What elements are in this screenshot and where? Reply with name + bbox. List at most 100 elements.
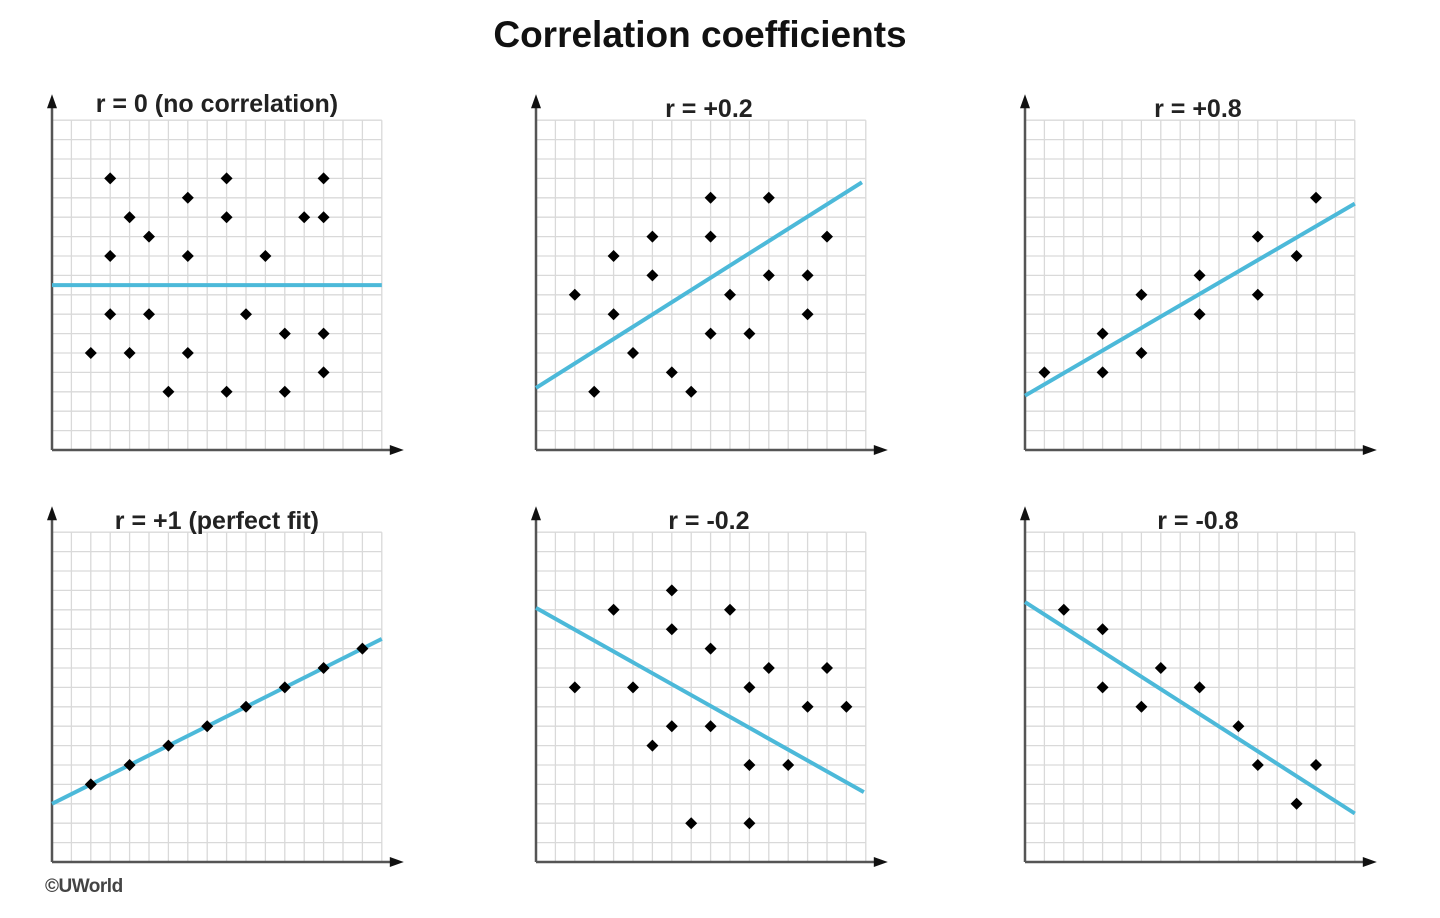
data-point [143,308,155,321]
data-point [317,211,330,224]
data-point [607,603,620,616]
data-point [220,211,233,224]
data-point [665,584,678,597]
data-point [821,662,833,674]
data-point [704,720,717,733]
x-axis-arrow [389,445,404,455]
panel-title: r = +1 (perfect fit) [115,507,319,535]
panel-title: r = -0.2 [668,507,749,535]
panel-5: r = -0.2 [531,506,888,867]
x-axis-arrow [873,857,888,867]
data-point [278,327,291,340]
data-point [782,759,795,771]
data-point [762,191,775,204]
data-point [278,681,291,694]
data-point [1290,797,1303,810]
data-point [704,327,717,340]
data-point [181,250,194,262]
data-point [646,230,659,243]
data-point [181,191,194,204]
data-point [588,385,601,398]
panel-title: r = +0.2 [665,95,753,123]
data-point [123,759,136,771]
data-point [1135,347,1148,359]
data-point [1310,191,1322,204]
data-point [1193,681,1206,694]
data-point [317,366,330,379]
data-point [646,739,659,752]
data-point [84,347,97,359]
data-point [1135,700,1148,713]
x-axis-arrow [873,445,888,455]
y-axis-arrow [1020,506,1030,521]
data-point [1154,662,1167,674]
data-point [840,700,853,713]
data-point [704,191,717,204]
data-point [240,308,252,321]
data-point [84,778,97,791]
data-point [259,250,272,262]
data-point [665,720,678,733]
data-point [1057,603,1070,616]
panel-title: r = +0.8 [1154,95,1242,123]
x-axis-arrow [389,857,404,867]
data-point [685,817,698,830]
data-point [123,211,136,224]
data-point [724,288,736,301]
data-point [568,681,581,694]
data-point [1096,366,1109,379]
data-point [1251,759,1264,771]
trend-line [51,637,383,806]
copyright-label: ©UWorld [45,876,123,897]
y-axis-arrow [47,506,57,521]
panel-2: r = +0.2 [531,94,888,455]
data-point [1193,308,1206,321]
data-point [607,308,620,321]
data-point [181,347,194,359]
data-point [743,681,756,694]
panel-title: r = 0 (no correlation) [96,90,338,118]
panel-3: r = +0.8 [1020,94,1377,455]
data-point [665,623,678,636]
data-point [743,817,756,830]
data-point [298,211,311,224]
data-point [143,230,155,243]
data-point [1310,759,1322,771]
data-point [704,642,717,655]
data-point [240,700,252,713]
data-point [821,230,833,243]
panel-4: r = +1 (perfect fit) [47,506,404,867]
trend-line [534,180,863,390]
data-point [743,759,756,771]
data-point [762,662,775,674]
data-point [665,366,678,379]
panel-title: r = -0.8 [1157,507,1238,535]
data-point [1096,681,1109,694]
data-point [1135,288,1148,301]
trend-line [1023,201,1356,398]
data-point [627,681,639,694]
data-point [685,385,698,398]
data-point [646,269,659,282]
y-axis-arrow [531,506,541,521]
data-point [162,385,175,398]
data-point [104,308,117,321]
y-axis-arrow [531,94,541,109]
data-point [1290,250,1303,262]
data-point [220,385,233,398]
data-point [724,603,736,616]
data-point [743,327,756,340]
figure-title: Correlation coefficients [493,14,907,55]
data-point [123,347,136,359]
panel-6: r = -0.8 [1020,506,1377,867]
data-point [278,385,291,398]
panel-1: r = 0 (no correlation) [47,90,404,455]
data-point [317,662,330,674]
data-point [1193,269,1206,282]
data-point [801,308,814,321]
data-point [104,172,117,185]
data-point [201,720,214,733]
y-axis-arrow [47,94,57,109]
data-point [1232,720,1245,733]
data-point [1251,288,1264,301]
